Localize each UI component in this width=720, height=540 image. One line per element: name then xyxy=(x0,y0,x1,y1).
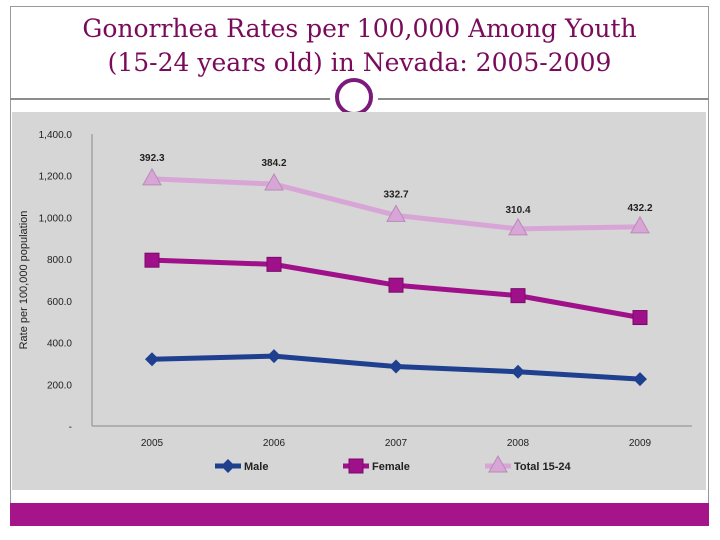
x-tick-label: 2008 xyxy=(507,438,530,449)
data-label: 432.2 xyxy=(627,203,652,214)
data-label: 392.3 xyxy=(139,153,164,164)
data-point-female xyxy=(266,256,282,272)
data-point-female xyxy=(510,288,526,304)
legend-marker-total xyxy=(488,454,508,473)
x-tick-label: 2007 xyxy=(385,438,408,449)
data-point-female xyxy=(144,252,160,268)
y-tick-label: 200.0 xyxy=(47,380,72,391)
data-point-male xyxy=(145,352,159,367)
legend-label-male: Male xyxy=(244,461,268,473)
data-label: 310.4 xyxy=(505,205,530,216)
data-point-total xyxy=(142,167,162,186)
y-tick-label: 600.0 xyxy=(47,297,72,308)
data-point-total xyxy=(508,217,528,236)
data-label: 384.2 xyxy=(261,158,286,169)
y-axis-label: Rate per 100,000 population xyxy=(18,211,30,350)
data-point-male xyxy=(511,364,525,379)
data-point-male xyxy=(389,359,403,374)
data-point-female xyxy=(388,277,404,293)
data-point-total xyxy=(630,215,650,234)
y-tick-label: 1,400.0 xyxy=(39,130,73,141)
data-point-female xyxy=(632,310,648,326)
bottom-accent-bar xyxy=(10,503,709,526)
y-tick-label: 400.0 xyxy=(47,339,72,350)
legend-marker-male xyxy=(221,459,235,473)
x-tick-label: 2005 xyxy=(141,438,164,449)
title-line-2: (15-24 years old) in Nevada: 2005-2009 xyxy=(107,48,612,77)
legend-label-female: Female xyxy=(372,461,410,473)
legend-marker-female xyxy=(348,458,364,474)
chart-background xyxy=(12,112,706,490)
slide-title: Gonorrhea Rates per 100,000 Among Youth … xyxy=(10,12,709,80)
y-tick-label: 1,200.0 xyxy=(39,172,73,183)
legend-label-total: Total 15-24 xyxy=(514,461,572,473)
data-point-male xyxy=(267,349,281,364)
data-point-total xyxy=(386,204,406,222)
y-tick-label: 1,000.0 xyxy=(39,213,73,224)
x-tick-label: 2009 xyxy=(629,438,652,449)
title-line-1: Gonorrhea Rates per 100,000 Among Youth xyxy=(82,14,637,43)
data-label: 332.7 xyxy=(383,189,408,200)
x-tick-label: 2006 xyxy=(263,438,286,449)
y-tick-label: - xyxy=(69,422,72,433)
y-tick-label: 800.0 xyxy=(47,255,72,266)
data-point-male xyxy=(633,372,647,387)
data-point-total xyxy=(264,173,284,191)
